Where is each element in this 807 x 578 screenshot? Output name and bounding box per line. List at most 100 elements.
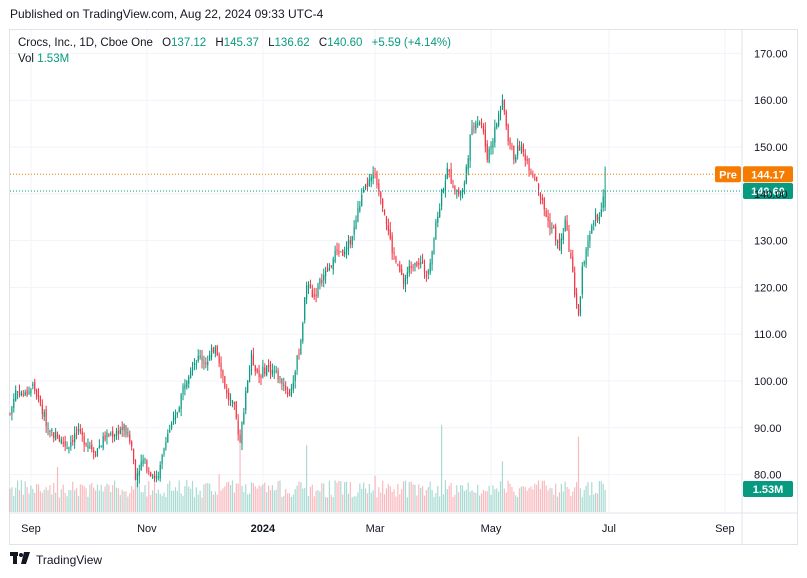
candle-body <box>75 432 78 434</box>
candle-body <box>551 227 553 229</box>
volume-line: Vol 1.53M <box>18 51 451 67</box>
candle-body <box>51 429 53 431</box>
volume-bar <box>572 491 574 512</box>
y-tick-label: 130.00 <box>754 236 788 248</box>
volume-bar <box>414 484 416 512</box>
volume-bar <box>555 483 557 512</box>
volume-bar <box>452 496 454 512</box>
volume-bar <box>288 493 291 512</box>
volume-bar <box>545 485 547 512</box>
volume-bar <box>138 482 140 512</box>
candle-body <box>64 441 66 447</box>
volume-bar <box>235 483 237 512</box>
candle-body <box>600 209 602 217</box>
volume-bar <box>26 486 28 512</box>
volume-bar <box>313 496 315 512</box>
volume-bar <box>380 492 382 512</box>
candle-body <box>56 434 59 438</box>
candle-body <box>163 448 165 454</box>
candle-body <box>298 353 300 355</box>
candle-body <box>319 278 321 284</box>
candle-body <box>602 196 604 208</box>
candle-body <box>55 431 57 441</box>
candle-body <box>321 280 323 283</box>
volume-bar <box>463 490 466 512</box>
candle-body <box>307 286 310 288</box>
volume-bar <box>110 491 112 512</box>
candle-body <box>302 322 304 342</box>
y-tick-label: 90.00 <box>754 423 782 435</box>
volume-bar <box>486 491 488 512</box>
volume-bar <box>336 482 338 512</box>
volume-bar <box>66 496 68 512</box>
candle-body <box>228 392 230 401</box>
volume-bar <box>363 482 365 512</box>
volume-bar <box>471 490 473 512</box>
candle-body <box>306 285 308 300</box>
candle-body <box>136 473 138 481</box>
candle-body <box>526 158 528 162</box>
candle-body <box>575 293 578 306</box>
candle-body <box>222 370 224 377</box>
candle-body <box>106 432 108 438</box>
volume-bar <box>302 488 304 512</box>
volume-bar <box>210 490 213 512</box>
candle-body <box>444 181 446 191</box>
chart-frame[interactable] <box>9 29 798 545</box>
volume-bar <box>467 482 469 512</box>
candle-body <box>205 362 207 365</box>
volume-bar <box>338 480 340 512</box>
chart-legend: Crocs, Inc., 1D, Cboe One O137.12 H145.3… <box>18 35 451 67</box>
volume-bar <box>412 484 414 512</box>
candle-body <box>79 428 81 432</box>
volume-bar <box>258 485 260 512</box>
candle-body <box>81 431 83 436</box>
candle-body <box>34 382 36 391</box>
candle-body <box>233 401 235 405</box>
last-price-label: 140.60 <box>751 186 785 198</box>
volume-bar <box>117 488 119 512</box>
volume-bar <box>326 497 329 512</box>
candle-body <box>435 221 437 239</box>
footer-brand[interactable]: TradingView <box>10 552 102 567</box>
candle-body <box>182 386 184 394</box>
volume-bar <box>85 488 87 512</box>
volume-bar <box>484 491 486 512</box>
volume-bar <box>558 492 561 512</box>
volume-bar <box>222 488 224 512</box>
volume-bar <box>197 494 199 512</box>
volume-bar <box>159 493 161 512</box>
y-tick-label: 150.00 <box>754 142 788 154</box>
candle-body <box>93 450 95 453</box>
volume-bar <box>416 495 418 512</box>
candle-body <box>364 184 367 189</box>
volume-bar <box>252 483 254 512</box>
volume-bar <box>292 494 294 512</box>
volume-bar <box>24 481 26 512</box>
candle-body <box>269 364 272 374</box>
price-levels: Pre 144.17 140.60 1.53M <box>10 166 793 497</box>
volume-bar <box>488 485 490 512</box>
candle-body <box>294 371 296 382</box>
volume-bar <box>74 490 76 512</box>
candle-body <box>296 355 298 370</box>
volume-bar <box>163 492 165 512</box>
candle-body <box>598 216 601 222</box>
volume-bar <box>18 490 21 512</box>
volume-bar <box>408 482 410 512</box>
candle-body <box>454 185 456 191</box>
candle-body <box>110 433 112 435</box>
volume-bar <box>317 490 319 512</box>
volume-bar <box>480 493 483 512</box>
candle-body <box>123 424 125 431</box>
volume-bar <box>201 497 203 512</box>
candle-body <box>285 385 287 390</box>
volume-bar <box>275 489 277 512</box>
candle-body <box>193 363 196 365</box>
candle-body <box>503 100 505 112</box>
symbol-title[interactable]: Crocs, Inc., 1D, Cboe One <box>18 37 153 49</box>
volume-bar <box>461 485 464 512</box>
volume-bar <box>482 489 485 512</box>
candle-body <box>522 144 524 153</box>
